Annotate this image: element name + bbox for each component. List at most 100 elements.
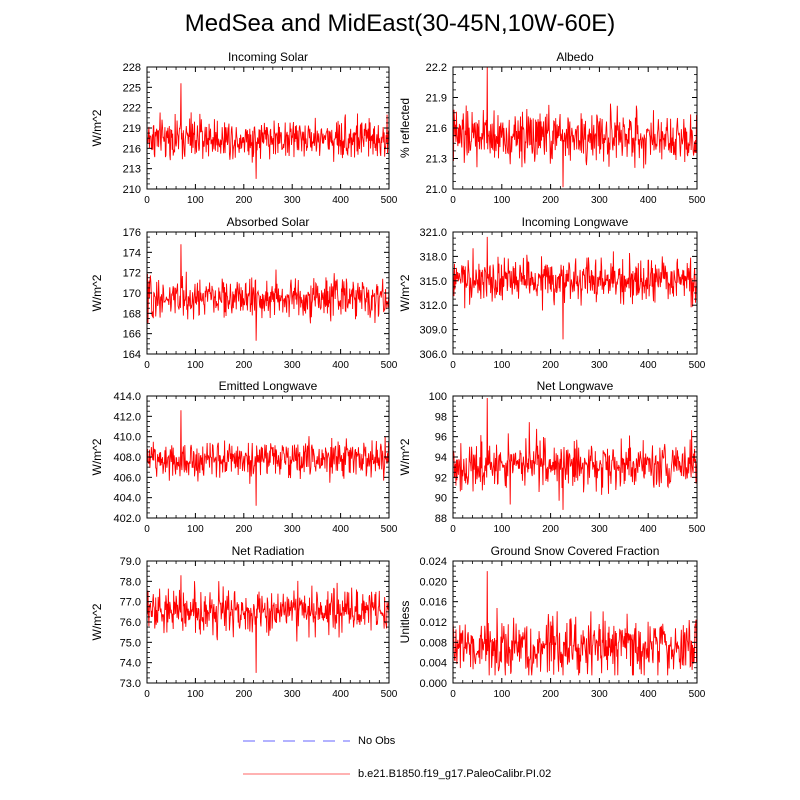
x-tick-label: 400 [332,689,349,700]
y-tick-label: 414.0 [113,391,141,403]
series-line-0 [452,66,698,188]
x-tick-label: 0 [450,524,456,535]
y-tick-label: 410.0 [113,432,141,444]
x-tick-label: 400 [640,689,657,700]
x-tick-label: 100 [493,195,510,206]
y-tick-label: 0.008 [419,637,447,649]
series-line-0 [146,83,390,179]
x-tick-label: 500 [689,360,706,371]
x-tick-label: 200 [235,360,252,371]
y-tick-label: 168 [123,308,141,320]
x-tick-label: 200 [235,689,252,700]
panel-title: Absorbed Solar [227,215,310,229]
y-tick-label: 76.0 [120,617,141,629]
y-tick-label: 96 [435,432,447,444]
x-tick-label: 300 [284,360,301,371]
plot-frame [452,66,698,190]
panel-title: Albedo [556,50,594,64]
x-tick-label: 200 [542,360,559,371]
legend-label-no-obs: No Obs [358,735,396,747]
x-tick-label: 200 [542,195,559,206]
y-tick-label: 74.0 [120,658,141,670]
x-tick-label: 0 [144,360,150,371]
panel-0: 0 100 200 300 400 500 210 213 216 219 222 225 228 Inc… [90,50,398,206]
panel-2: 0 100 200 300 400 500 164 166 168 170 172 174 176 Abs… [90,215,398,371]
y-tick-label: 0.016 [419,597,447,609]
y-axis-label: W/m^2 [90,603,104,640]
y-tick-label: 412.0 [113,411,141,423]
x-tick-label: 100 [187,195,204,206]
y-tick-label: 21.3 [426,154,447,166]
x-tick-label: 200 [235,195,252,206]
y-tick-label: 21.9 [426,93,447,105]
y-tick-label: 408.0 [113,452,141,464]
panel-title: Net Longwave [537,379,614,393]
y-tick-label: 219 [123,123,141,135]
y-tick-label: 0.012 [419,617,447,629]
x-tick-label: 300 [284,195,301,206]
y-axis-label: Unitless [398,601,412,644]
x-tick-label: 500 [689,689,706,700]
x-tick-label: 100 [493,689,510,700]
y-tick-label: 100 [429,391,447,403]
x-tick-label: 200 [542,689,559,700]
y-tick-label: 0.004 [419,658,447,670]
x-tick-label: 400 [640,360,657,371]
panel-5: 0 100 200 300 400 500 88 90 92 94 96 98 100 Net Longw… [398,379,706,535]
y-tick-label: 318.0 [419,251,447,263]
y-tick-label: 216 [123,143,141,155]
x-tick-label: 0 [450,195,456,206]
y-tick-label: 222 [123,103,141,115]
x-tick-label: 400 [640,524,657,535]
y-tick-label: 90 [435,493,447,505]
y-tick-label: 0.024 [419,556,447,568]
x-tick-label: 300 [284,524,301,535]
panel-title: Ground Snow Covered Fraction [491,544,660,558]
x-tick-label: 400 [332,195,349,206]
y-tick-label: 321.0 [419,227,447,239]
x-tick-label: 0 [450,360,456,371]
y-tick-label: 164 [123,349,141,361]
y-tick-label: 172 [123,268,141,280]
y-tick-label: 0.000 [419,678,447,690]
panel-6: 0 100 200 300 400 500 73.0 74.0 75.0 76.0 77.0 78.0… [90,544,398,700]
x-tick-label: 0 [144,689,150,700]
y-tick-label: 88 [435,513,447,525]
y-tick-label: 0.020 [419,576,447,588]
y-axis-label: W/m^2 [90,109,104,146]
series-line-0 [452,398,698,510]
series-line-0 [146,575,390,673]
x-tick-label: 0 [450,689,456,700]
y-tick-label: 98 [435,411,447,423]
x-tick-label: 200 [235,524,252,535]
y-tick-label: 73.0 [120,678,141,690]
y-tick-label: 170 [123,288,141,300]
plot-frame [452,231,698,355]
series-line-0 [452,236,698,340]
y-tick-label: 406.0 [113,472,141,484]
panel-title: Incoming Longwave [522,215,629,229]
x-tick-label: 400 [332,524,349,535]
panel-title: Emitted Longwave [219,379,318,393]
y-tick-label: 312.0 [419,300,447,312]
y-tick-label: 176 [123,227,141,239]
y-tick-label: 210 [123,184,141,196]
y-tick-label: 75.0 [120,637,141,649]
x-tick-label: 300 [591,689,608,700]
y-tick-label: 94 [435,452,447,464]
x-tick-label: 100 [187,689,204,700]
x-tick-label: 400 [332,360,349,371]
x-tick-label: 500 [381,689,398,700]
y-tick-label: 21.6 [426,123,447,135]
x-tick-label: 500 [381,524,398,535]
y-tick-label: 78.0 [120,576,141,588]
x-tick-label: 100 [493,360,510,371]
y-axis-label: W/m^2 [398,438,412,475]
y-tick-label: 225 [123,82,141,94]
y-tick-label: 404.0 [113,493,141,505]
page-title: MedSea and MidEast(30-45N,10W-60E) [184,10,616,37]
y-axis-label: W/m^2 [398,274,412,311]
x-tick-label: 300 [284,689,301,700]
x-tick-label: 500 [689,524,706,535]
